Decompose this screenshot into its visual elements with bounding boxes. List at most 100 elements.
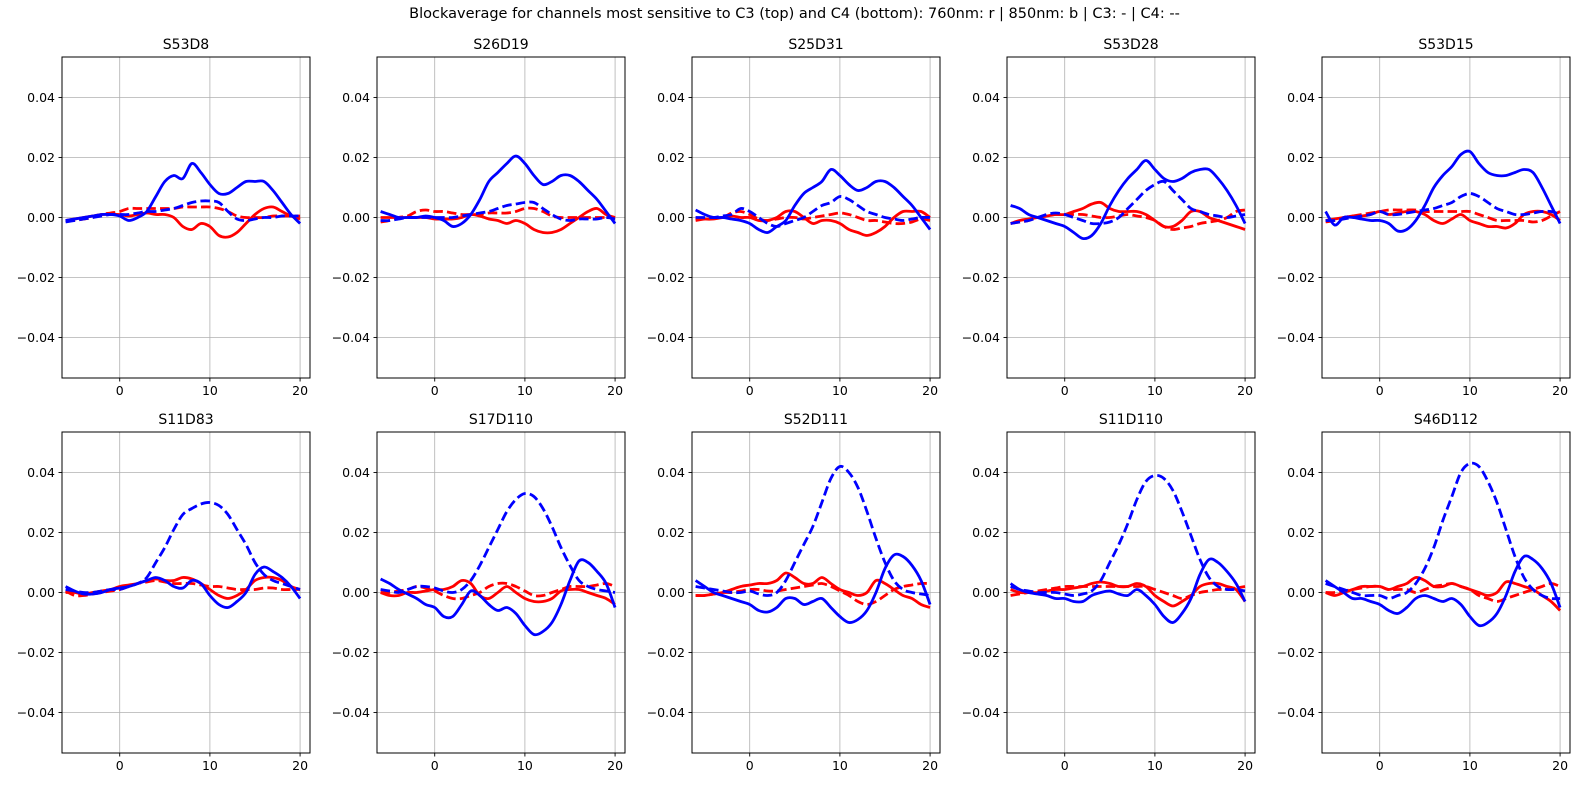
series-760nm-c3-solid <box>1010 200 1246 231</box>
x-tick-label: 20 <box>1237 383 1253 398</box>
x-tick-label: 10 <box>1462 383 1478 398</box>
y-tick-label: 0.04 <box>27 465 55 480</box>
y-tick-label: −0.02 <box>17 645 55 660</box>
y-tick-label: 0.00 <box>657 210 685 225</box>
x-tick-label: 20 <box>1552 383 1568 398</box>
series-760nm-c4-dashed <box>64 579 301 598</box>
series-850nm-c3-solid <box>694 167 932 234</box>
y-tick-label: −0.02 <box>1277 270 1315 285</box>
y-tick-label: −0.04 <box>1277 705 1315 720</box>
x-tick-label: 10 <box>517 758 533 773</box>
y-tick-label: 0.04 <box>657 90 685 105</box>
y-tick-label: −0.02 <box>647 270 685 285</box>
series-curves <box>1324 461 1562 628</box>
figure-title: Blockaverage for channels most sensitive… <box>409 6 1180 22</box>
y-tick-label: 0.00 <box>342 210 370 225</box>
x-tick-label: 0 <box>431 383 439 398</box>
series-850nm-c3-solid <box>694 552 932 624</box>
y-tick-label: 0.02 <box>27 150 55 165</box>
y-tick-label: 0.00 <box>342 585 370 600</box>
x-tick-label: 0 <box>1061 383 1069 398</box>
x-tick-label: 0 <box>746 758 754 773</box>
subplot-title: S53D8 <box>163 37 209 53</box>
tick-labels: 0 10 20 −0.04 −0.02 0.00 0.02 0.04 <box>1277 90 1568 398</box>
x-tick-label: 20 <box>922 758 938 773</box>
series-850nm-c3-solid <box>379 558 617 637</box>
series-curves <box>379 491 617 637</box>
y-tick-label: 0.04 <box>27 90 55 105</box>
y-tick-label: −0.04 <box>1277 330 1315 345</box>
tick-marks <box>688 472 931 757</box>
y-tick-label: −0.02 <box>647 645 685 660</box>
y-tick-label: −0.04 <box>332 330 370 345</box>
y-tick-label: 0.04 <box>972 465 1000 480</box>
x-tick-label: 10 <box>832 383 848 398</box>
series-850nm-c4-dashed <box>1325 461 1561 601</box>
subplot-title: S26D19 <box>473 37 528 53</box>
y-tick-label: −0.02 <box>332 270 370 285</box>
series-curves <box>694 167 932 237</box>
series-curves <box>1324 149 1562 233</box>
tick-marks <box>58 97 301 382</box>
x-tick-label: 20 <box>1552 758 1568 773</box>
x-tick-label: 10 <box>832 758 848 773</box>
series-curves <box>380 154 617 235</box>
series-curves <box>694 464 932 624</box>
x-tick-label: 10 <box>202 758 218 773</box>
subplot-title: S17D110 <box>469 412 533 428</box>
series-850nm-c4-dashed <box>695 464 931 597</box>
tick-labels: 0 10 20 −0.04 −0.02 0.00 0.02 0.04 <box>332 90 623 398</box>
tick-marks <box>1318 472 1561 757</box>
series-850nm-c4-dashed <box>65 199 301 224</box>
gridlines <box>62 57 310 378</box>
tick-labels: 0 10 20 −0.04 −0.02 0.00 0.02 0.04 <box>17 90 308 398</box>
x-tick-label: 20 <box>1237 758 1253 773</box>
gridlines <box>1322 57 1570 378</box>
subplot-title: S11D110 <box>1099 412 1163 428</box>
y-tick-label: 0.04 <box>1287 90 1315 105</box>
y-tick-label: −0.04 <box>962 705 1000 720</box>
series-curves <box>65 162 302 239</box>
y-tick-label: −0.02 <box>962 645 1000 660</box>
x-tick-label: 10 <box>202 383 218 398</box>
x-tick-label: 10 <box>1462 758 1478 773</box>
subplot-S17D110: 0 10 20 −0.04 −0.02 0.00 0.02 0.04 S17D110 <box>332 412 626 773</box>
y-tick-label: 0.02 <box>657 150 685 165</box>
y-tick-label: 0.04 <box>972 90 1000 105</box>
y-tick-label: −0.04 <box>332 705 370 720</box>
series-850nm-c3-solid <box>1010 159 1247 241</box>
y-tick-label: −0.04 <box>17 705 55 720</box>
y-tick-label: 0.04 <box>342 465 370 480</box>
y-tick-label: 0.04 <box>342 90 370 105</box>
x-tick-label: 20 <box>292 758 308 773</box>
series-760nm-c4-dashed <box>380 206 616 224</box>
y-tick-label: 0.00 <box>972 585 1000 600</box>
subplot-S25D31: 0 10 20 −0.04 −0.02 0.00 0.02 0.04 S25D31 <box>647 37 941 398</box>
x-tick-label: 10 <box>1147 758 1163 773</box>
subplot-S53D28: 0 10 20 −0.04 −0.02 0.00 0.02 0.04 S53D28 <box>962 37 1256 398</box>
series-760nm-c4-dashed <box>695 581 931 606</box>
series-760nm-c4-dashed <box>65 205 301 223</box>
y-tick-label: 0.02 <box>1287 525 1315 540</box>
y-tick-label: 0.02 <box>27 525 55 540</box>
tick-marks <box>58 472 301 757</box>
subplot-S53D8: 0 10 20 −0.04 −0.02 0.00 0.02 0.04 S53D8 <box>17 37 311 398</box>
x-tick-label: 20 <box>607 383 623 398</box>
y-tick-label: −0.04 <box>962 330 1000 345</box>
subplot-title: S53D15 <box>1418 37 1473 53</box>
x-tick-label: 0 <box>1376 758 1384 773</box>
tick-marks <box>1318 97 1561 382</box>
y-tick-label: 0.00 <box>972 210 1000 225</box>
series-850nm-c3-solid <box>380 154 617 228</box>
tick-labels: 0 10 20 −0.04 −0.02 0.00 0.02 0.04 <box>647 465 938 773</box>
series-curves <box>64 501 302 609</box>
x-tick-label: 0 <box>431 758 439 773</box>
subplot-S11D83: 0 10 20 −0.04 −0.02 0.00 0.02 0.04 S11D83 <box>17 412 311 773</box>
y-tick-label: 0.00 <box>657 585 685 600</box>
series-850nm-c4-dashed <box>65 501 301 595</box>
series-curves <box>1010 159 1247 241</box>
series-760nm-c4-dashed <box>1010 584 1246 600</box>
series-850nm-c3-solid <box>1324 554 1562 628</box>
series-850nm-c4-dashed <box>1325 192 1561 223</box>
y-tick-label: 0.00 <box>1287 210 1315 225</box>
